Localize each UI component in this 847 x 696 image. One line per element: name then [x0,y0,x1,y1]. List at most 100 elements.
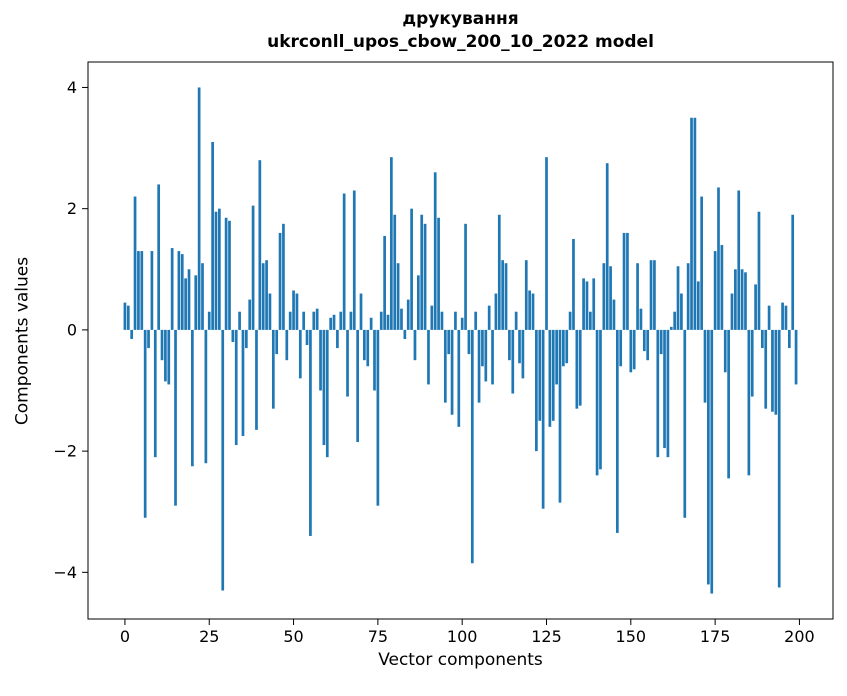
bar [295,293,299,330]
bar [221,329,225,591]
bar [180,254,184,330]
bar [420,214,424,330]
bar [757,211,761,330]
bar [241,329,245,436]
bar [690,117,693,330]
bar [531,293,535,330]
bar [683,329,687,518]
plot-frame [87,61,834,620]
bar [201,263,204,330]
bar [730,293,734,330]
bar [713,251,717,330]
bar [565,329,569,364]
chart-subtitle: ukrconll_upos_cbow_200_10_2022 model [267,32,654,52]
bar [137,251,140,330]
bar [460,317,464,330]
bar [680,293,683,330]
bar [501,260,505,330]
bar [777,329,781,588]
bar [194,275,198,330]
bar [568,311,572,330]
bar [214,211,218,330]
bar [626,232,629,330]
bar [454,311,457,330]
bar [666,329,670,458]
bar [410,208,413,330]
bar [207,311,211,330]
bar [292,290,295,330]
bar [720,245,724,330]
bar [508,329,511,361]
bar [649,260,653,330]
bar [228,220,231,330]
bar [224,217,228,330]
bar [393,214,397,330]
bar [632,329,636,370]
bar [231,329,235,343]
bar [487,305,491,330]
bar [204,329,208,464]
x-tick-label: 175 [700,627,731,646]
bar [599,329,602,470]
bar [744,272,747,330]
bar [302,311,306,330]
bar [761,329,764,349]
bar [157,184,161,330]
bar [325,329,329,458]
x-tick-label: 125 [531,627,562,646]
bar [373,329,376,391]
bar [332,314,336,330]
bar [514,311,518,330]
bar [282,223,285,330]
bar [170,248,174,330]
bar [319,329,322,391]
bar [150,251,154,330]
bar [622,232,626,330]
bar [147,329,150,349]
bar [430,305,434,330]
bar [784,305,788,330]
x-axis-label: Vector components [378,650,543,670]
chart-title: друкування [402,9,519,29]
bar [528,290,531,330]
bar [174,329,177,506]
bar [572,238,575,330]
bar [521,329,525,379]
x-tick-label: 50 [283,627,303,646]
bar [619,329,623,367]
bar [727,329,730,479]
bar [464,223,467,330]
bar [494,293,498,330]
bar [406,299,410,330]
bar [275,329,279,355]
bar [346,329,349,397]
bar [366,329,370,367]
bar [363,329,366,361]
bar [764,329,768,409]
bar [470,329,474,564]
bar [352,190,356,330]
bar [298,329,302,379]
bar [255,329,258,430]
bar [703,329,707,403]
bar [309,329,312,536]
bar [339,311,343,330]
bar [497,214,501,330]
bar [400,308,403,330]
bar [356,329,359,443]
x-tick-label: 200 [784,627,815,646]
bar [794,329,798,385]
bar [248,299,252,330]
bar [271,329,275,409]
bar [791,214,795,330]
bar [669,326,673,330]
bar [588,311,592,330]
x-tick-label: 150 [616,627,647,646]
bar [734,269,737,330]
bar [491,329,494,385]
bar [767,305,771,330]
bar [288,311,292,330]
bar [541,329,545,509]
bar [251,205,255,330]
bar [390,157,393,330]
